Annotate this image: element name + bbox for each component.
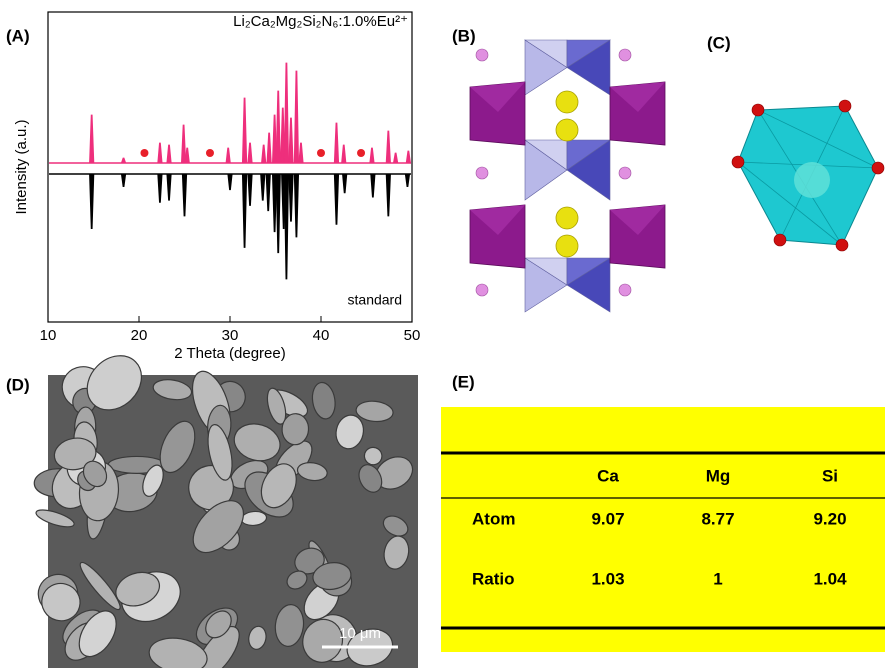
- peak: [294, 71, 298, 163]
- table-header: Mg: [706, 466, 731, 485]
- atom-ca: [556, 235, 578, 257]
- table-cell: 1.04: [813, 569, 847, 588]
- peak: [121, 174, 125, 187]
- vertex-atom: [774, 234, 786, 246]
- polyhedron: [732, 100, 884, 251]
- scale-bar-label: 10 μm: [339, 625, 381, 642]
- x-tick-label: 30: [222, 327, 239, 344]
- plot-frame: [48, 12, 412, 322]
- peak: [89, 115, 93, 163]
- peak: [158, 174, 162, 202]
- crystal-structure: [470, 40, 665, 312]
- atom-ca: [556, 207, 578, 229]
- peak: [261, 145, 265, 163]
- peak: [294, 174, 298, 237]
- impurity-marker: [140, 149, 148, 157]
- x-axis-label: 2 Theta (degree): [174, 345, 285, 362]
- impurity-marker: [206, 149, 214, 157]
- peak: [167, 145, 171, 163]
- impurity-marker: [317, 149, 325, 157]
- legend-label: Li₂Ca₂Mg₂Si₂N₆:1.0%Eu²⁺: [233, 13, 408, 30]
- panel-label: (D): [6, 375, 30, 394]
- peak: [121, 158, 125, 163]
- peak: [261, 174, 265, 200]
- peak: [406, 151, 410, 163]
- atom-ca: [556, 119, 578, 141]
- peak: [267, 133, 271, 163]
- vertex-atom: [839, 100, 851, 112]
- table-background: [441, 407, 885, 652]
- peak: [284, 63, 288, 163]
- peak: [276, 91, 280, 163]
- peak: [299, 143, 303, 163]
- table-header: Si: [822, 466, 838, 485]
- atom-li: [476, 167, 488, 179]
- peak: [242, 98, 246, 163]
- y-axis-label: Intensity (a.u.): [13, 119, 30, 214]
- impurity-marker: [357, 149, 365, 157]
- legend-label: standard: [348, 292, 402, 308]
- x-tick-label: 20: [131, 327, 148, 344]
- table-cell: 9.07: [591, 509, 624, 528]
- peak: [342, 145, 346, 163]
- peak: [284, 174, 288, 279]
- vertex-atom: [752, 104, 764, 116]
- table-header: Ca: [597, 466, 619, 485]
- atom-li: [476, 49, 488, 61]
- x-tick-label: 50: [404, 327, 421, 344]
- peak: [182, 174, 186, 216]
- peak: [158, 143, 162, 163]
- row-label: Atom: [472, 509, 515, 528]
- table-cell: 1: [713, 569, 722, 588]
- peak: [248, 143, 252, 163]
- atom-li: [619, 284, 631, 296]
- peak: [334, 123, 338, 163]
- table-cell: 1.03: [591, 569, 624, 588]
- vertex-atom: [872, 162, 884, 174]
- peak: [228, 174, 232, 190]
- table-cell: 8.77: [701, 509, 734, 528]
- vertex-atom: [836, 239, 848, 251]
- peak: [167, 174, 171, 200]
- peak: [289, 174, 293, 221]
- peak: [266, 174, 270, 211]
- atom-li: [619, 49, 631, 61]
- peak: [386, 131, 390, 163]
- atom-li: [619, 167, 631, 179]
- sem-image: [34, 345, 418, 668]
- peak: [289, 118, 293, 163]
- figure: (A) (B) (C) (D) (E) 2 Theta (degree) Int…: [0, 0, 885, 668]
- peak: [334, 174, 338, 224]
- peak: [371, 174, 375, 197]
- peak: [242, 174, 246, 248]
- atom-li: [476, 284, 488, 296]
- peak: [185, 148, 189, 163]
- x-tick-label: 40: [313, 327, 330, 344]
- peak: [226, 148, 230, 163]
- row-label: Ratio: [472, 569, 515, 588]
- x-tick-label: 10: [40, 327, 57, 344]
- peak: [89, 174, 93, 229]
- panel-label: (E): [452, 372, 475, 391]
- peak: [393, 153, 397, 163]
- peak: [370, 148, 374, 163]
- peak: [276, 174, 280, 253]
- vertex-atom: [732, 156, 744, 168]
- panel-label: (C): [707, 33, 731, 52]
- table-cell: 9.20: [813, 509, 846, 528]
- panel-label: (A): [6, 26, 30, 45]
- peak: [405, 174, 409, 187]
- peak: [342, 174, 346, 193]
- peak: [386, 174, 390, 216]
- peak: [248, 174, 252, 206]
- peak: [181, 125, 185, 163]
- page: (A) (B) (C) (D) (E) 2 Theta (degree) Int…: [0, 0, 885, 668]
- atom-ca: [556, 91, 578, 113]
- center-atom: [794, 162, 830, 198]
- panel-label: (B): [452, 26, 476, 45]
